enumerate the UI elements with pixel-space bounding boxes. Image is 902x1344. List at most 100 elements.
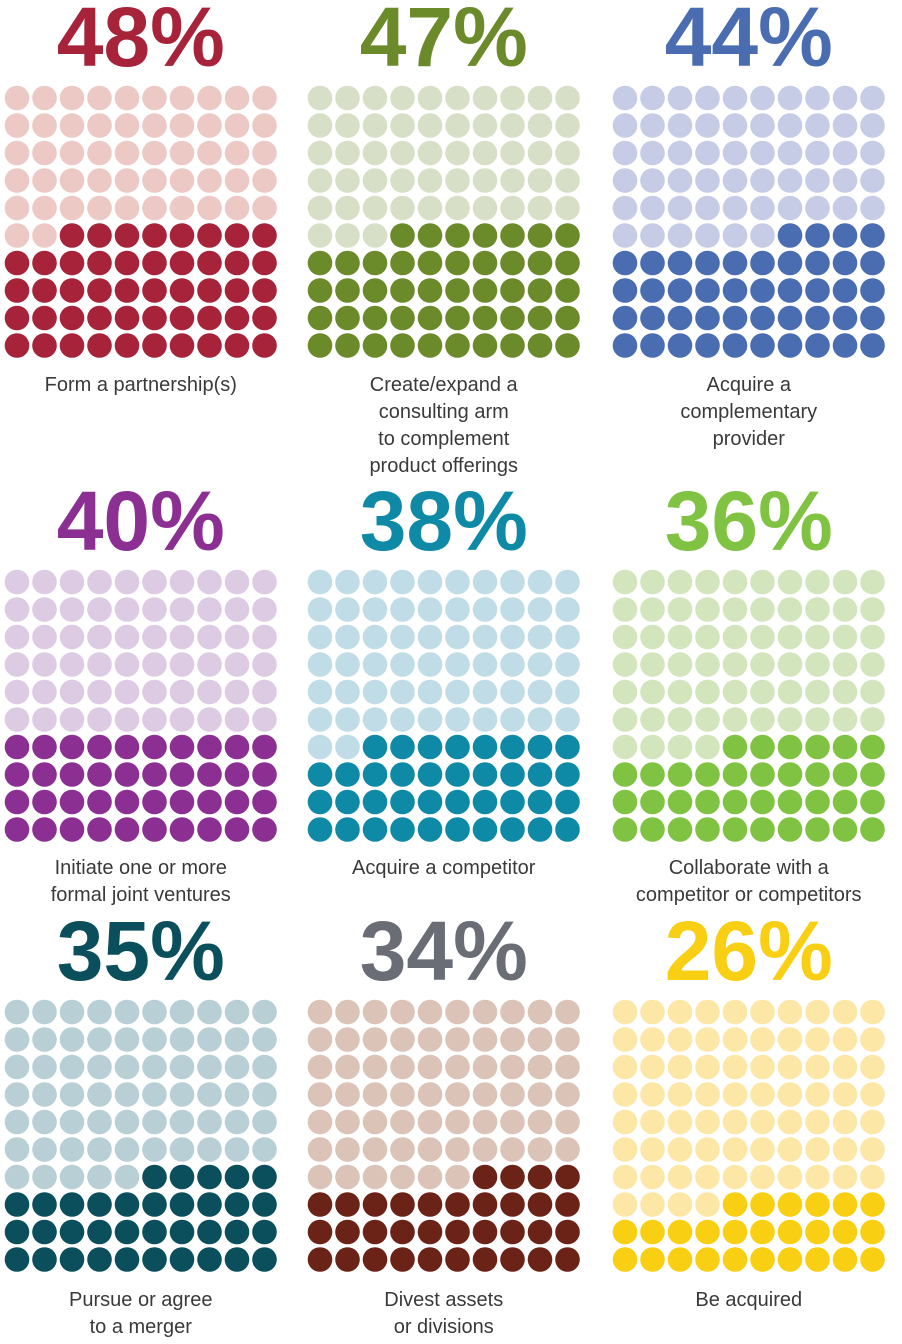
empty-dot <box>860 569 885 595</box>
filled-dot <box>445 734 470 760</box>
empty-dot <box>417 1109 443 1135</box>
filled-dot <box>612 789 638 815</box>
filled-dot <box>527 333 553 358</box>
empty-dot <box>87 1137 112 1162</box>
empty-dot <box>640 1027 665 1052</box>
empty-dot <box>750 1082 775 1107</box>
empty-dot <box>252 1137 277 1162</box>
empty-dot <box>59 707 85 732</box>
empty-dot <box>335 999 360 1025</box>
empty-dot <box>59 168 85 193</box>
empty-dot <box>307 1164 333 1190</box>
filled-dot <box>750 734 775 760</box>
empty-dot <box>500 1054 525 1080</box>
empty-dot <box>417 1164 443 1190</box>
filled-dot <box>860 734 885 760</box>
empty-dot <box>335 597 360 622</box>
empty-dot <box>335 140 360 166</box>
empty-dot <box>390 1027 415 1052</box>
empty-dot <box>695 140 720 166</box>
filled-dot <box>612 1247 638 1272</box>
filled-dot <box>307 789 333 815</box>
empty-dot <box>59 140 85 166</box>
empty-dot <box>32 569 57 595</box>
filled-dot <box>750 278 775 303</box>
empty-dot <box>114 707 140 732</box>
empty-dot <box>197 168 222 193</box>
empty-dot <box>860 679 885 705</box>
empty-dot <box>390 624 415 650</box>
empty-dot <box>169 707 195 732</box>
empty-dot <box>87 999 112 1025</box>
empty-dot <box>640 1054 665 1080</box>
filled-dot <box>362 817 388 842</box>
empty-dot <box>224 195 250 221</box>
filled-dot <box>417 1192 443 1217</box>
empty-dot <box>252 652 277 677</box>
empty-dot <box>445 1137 470 1162</box>
empty-dot <box>417 707 443 732</box>
filled-dot <box>390 1192 415 1217</box>
empty-dot <box>114 1137 140 1162</box>
filled-dot <box>695 817 720 842</box>
empty-dot <box>390 195 415 221</box>
empty-dot <box>527 1082 553 1107</box>
empty-dot <box>472 1137 498 1162</box>
empty-dot <box>335 707 360 732</box>
filled-dot <box>252 734 277 760</box>
empty-dot <box>307 1027 333 1052</box>
filled-dot <box>612 278 638 303</box>
empty-dot <box>114 679 140 705</box>
empty-dot <box>142 1027 167 1052</box>
empty-dot <box>612 1054 638 1080</box>
empty-dot <box>362 1137 388 1162</box>
filled-dot <box>114 278 140 303</box>
empty-dot <box>750 1054 775 1080</box>
empty-dot <box>695 1082 720 1107</box>
empty-dot <box>335 223 360 248</box>
filled-dot <box>640 817 665 842</box>
filled-dot <box>142 333 167 358</box>
empty-dot <box>445 195 470 221</box>
empty-dot <box>197 140 222 166</box>
filled-dot <box>695 333 720 358</box>
empty-dot <box>445 140 470 166</box>
filled-dot <box>500 734 525 760</box>
filled-dot <box>832 1247 858 1272</box>
empty-dot <box>695 195 720 221</box>
filled-dot <box>32 1219 57 1245</box>
filled-dot <box>555 1247 580 1272</box>
empty-dot <box>32 1027 57 1052</box>
filled-dot <box>722 278 748 303</box>
empty-dot <box>832 569 858 595</box>
filled-dot <box>860 333 885 358</box>
empty-dot <box>777 168 803 193</box>
filled-dot <box>472 1247 498 1272</box>
filled-dot <box>832 789 858 815</box>
empty-dot <box>307 999 333 1025</box>
filled-dot <box>472 1164 498 1190</box>
filled-dot <box>87 305 112 331</box>
filled-dot <box>197 789 222 815</box>
empty-dot <box>612 113 638 138</box>
filled-dot <box>417 1247 443 1272</box>
filled-dot <box>750 1192 775 1217</box>
filled-dot <box>169 762 195 787</box>
percent-label: 35% <box>57 904 225 998</box>
filled-dot <box>252 1219 277 1245</box>
empty-dot <box>640 1137 665 1162</box>
empty-dot <box>59 569 85 595</box>
empty-dot <box>445 113 470 138</box>
empty-dot <box>142 679 167 705</box>
filled-dot <box>750 305 775 331</box>
filled-dot <box>417 734 443 760</box>
filled-dot <box>4 250 30 276</box>
empty-dot <box>390 113 415 138</box>
empty-dot <box>612 168 638 193</box>
empty-dot <box>32 85 57 111</box>
filled-dot <box>527 223 553 248</box>
filled-dot <box>472 278 498 303</box>
empty-dot <box>87 113 112 138</box>
filled-dot <box>805 305 830 331</box>
